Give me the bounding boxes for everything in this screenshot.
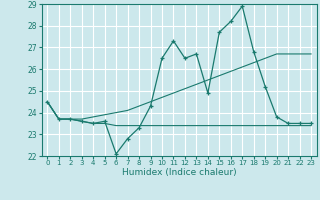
X-axis label: Humidex (Indice chaleur): Humidex (Indice chaleur) [122,168,236,177]
